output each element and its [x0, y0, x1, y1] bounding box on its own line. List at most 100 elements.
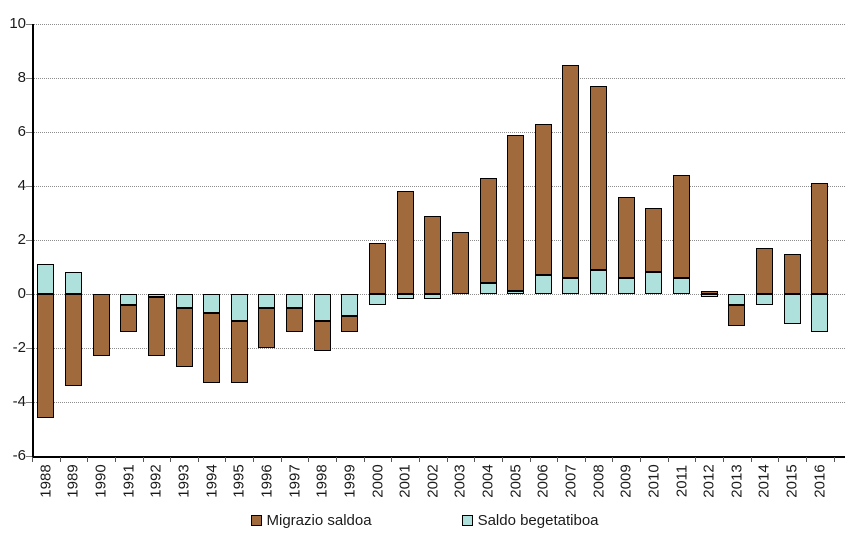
bar-saldo-begetatiboa-1992 — [147, 294, 165, 297]
bar-saldo-begetatiboa-1991 — [120, 294, 138, 305]
x-axis-tick — [778, 457, 780, 462]
x-axis-tick — [833, 457, 835, 462]
gridline-4 — [32, 185, 845, 187]
bar-migrazio-saldoa-1995 — [230, 321, 248, 384]
bar-migrazio-saldoa-2003 — [451, 231, 469, 294]
bar-migrazio-saldoa-1993 — [175, 307, 193, 367]
legend-swatch-saldo-begetatiboa — [461, 515, 473, 526]
x-axis-label-1992: 1992 — [147, 464, 165, 498]
gridline--2 — [32, 347, 845, 349]
x-axis-tick — [418, 457, 420, 462]
legend-item-migrazio-saldoa: Migrazio saldoa — [250, 512, 372, 529]
bar-saldo-begetatiboa-1998 — [313, 294, 331, 321]
bar-saldo-begetatiboa-1993 — [175, 294, 193, 308]
x-axis-tick — [750, 457, 752, 462]
x-axis-label-1991: 1991 — [120, 464, 138, 498]
bar-saldo-begetatiboa-2008 — [590, 269, 608, 294]
bar-saldo-begetatiboa-2000 — [369, 294, 386, 305]
bar-migrazio-saldoa-1998 — [313, 321, 331, 351]
bar-saldo-begetatiboa-2007 — [562, 277, 580, 294]
x-axis-tick — [363, 457, 365, 462]
y-axis-tick--6 — [26, 455, 32, 457]
bar-saldo-begetatiboa-2014 — [755, 294, 773, 305]
y-axis-tick-2 — [26, 239, 32, 241]
x-axis-tick — [336, 457, 338, 462]
bar-migrazio-saldoa-2014 — [755, 248, 773, 294]
bar-migrazio-saldoa-1992 — [147, 296, 165, 357]
x-axis-label-2008: 2008 — [590, 464, 608, 498]
x-axis-tick — [723, 457, 724, 462]
x-axis-tick — [225, 457, 227, 462]
bar-saldo-begetatiboa-2002 — [424, 294, 442, 300]
bar-migrazio-saldoa-1991 — [120, 304, 138, 332]
bar-saldo-begetatiboa-1995 — [230, 294, 248, 321]
x-axis-tick — [667, 457, 669, 462]
x-axis-tick — [695, 457, 697, 462]
x-axis-tick — [197, 457, 199, 462]
bar-saldo-begetatiboa-2015 — [783, 294, 801, 324]
x-axis-tick — [805, 457, 807, 462]
legend-item-saldo-begetatiboa: Saldo begetatiboa — [461, 512, 599, 529]
bar-saldo-begetatiboa-1996 — [258, 294, 276, 308]
legend-label-saldo-begetatiboa: Saldo begetatiboa — [477, 512, 599, 529]
x-axis-label-2014: 2014 — [755, 464, 773, 498]
x-axis-label-2007: 2007 — [562, 464, 580, 498]
bar-migrazio-saldoa-1989 — [64, 294, 82, 386]
y-axis-label-8: 8 — [17, 69, 26, 86]
y-axis-label-10: 10 — [9, 15, 26, 32]
bar-saldo-begetatiboa-2010 — [645, 272, 663, 294]
x-axis-label-1997: 1997 — [286, 464, 304, 498]
bar-saldo-begetatiboa-1999 — [341, 294, 359, 316]
y-axis-label--4: -4 — [12, 393, 26, 410]
bar-migrazio-saldoa-1996 — [258, 307, 276, 348]
x-axis-label-2005: 2005 — [507, 464, 525, 498]
bar-saldo-begetatiboa-2011 — [673, 277, 691, 294]
bar-migrazio-saldoa-2011 — [673, 175, 691, 278]
bar-migrazio-saldoa-2005 — [507, 134, 525, 292]
y-axis-line — [32, 24, 34, 456]
x-axis-tick — [640, 457, 642, 462]
x-axis-tick — [170, 457, 172, 462]
x-axis-label-2006: 2006 — [534, 464, 552, 498]
x-axis-label-2015: 2015 — [783, 464, 801, 498]
y-axis-tick-8 — [26, 77, 32, 79]
x-axis-label-1993: 1993 — [175, 464, 193, 498]
bar-saldo-begetatiboa-2005 — [507, 291, 525, 294]
y-axis-label--2: -2 — [12, 339, 26, 356]
bar-saldo-begetatiboa-2012 — [700, 294, 718, 297]
gridline-6 — [32, 131, 845, 133]
bar-migrazio-saldoa-1988 — [37, 294, 55, 419]
y-axis-tick-10 — [26, 23, 32, 25]
gridline--4 — [32, 401, 845, 403]
y-axis-tick--4 — [26, 401, 32, 403]
bar-migrazio-saldoa-2007 — [562, 64, 580, 278]
x-axis-label-2000: 2000 — [369, 464, 386, 498]
x-axis-tick — [114, 457, 116, 462]
y-axis-tick-4 — [26, 185, 32, 187]
bar-migrazio-saldoa-1994 — [203, 312, 221, 384]
x-axis-tick — [474, 457, 476, 462]
x-axis-tick — [253, 457, 255, 462]
x-axis-label-1996: 1996 — [258, 464, 276, 498]
x-axis-tick — [142, 457, 144, 462]
x-axis-tick — [59, 457, 61, 462]
x-axis-tick — [529, 457, 531, 462]
x-axis-label-2016: 2016 — [811, 464, 829, 498]
x-axis-label-2010: 2010 — [645, 464, 663, 498]
x-axis-label-1994: 1994 — [203, 464, 221, 498]
x-axis-tick — [32, 457, 33, 462]
x-axis-tick — [280, 457, 282, 462]
y-axis-label-4: 4 — [17, 177, 26, 194]
bar-migrazio-saldoa-2006 — [534, 123, 552, 276]
x-axis-label-2002: 2002 — [424, 464, 442, 498]
bar-migrazio-saldoa-1990 — [92, 294, 110, 357]
x-axis-tick — [446, 457, 448, 462]
bar-migrazio-saldoa-2001 — [396, 191, 414, 294]
y-axis-tick-0 — [26, 293, 32, 295]
x-axis-label-2009: 2009 — [617, 464, 635, 498]
bar-migrazio-saldoa-2012 — [700, 291, 718, 294]
y-axis-label-0: 0 — [17, 285, 26, 302]
y-axis-tick-6 — [26, 131, 32, 133]
